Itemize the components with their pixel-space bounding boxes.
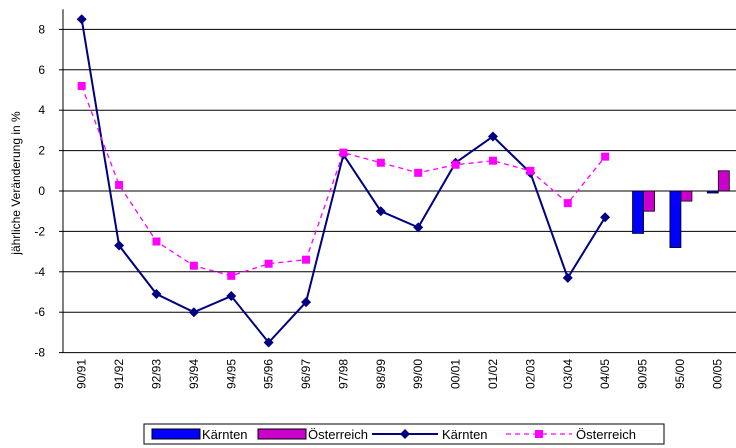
y-axis-label: jährliche Veränderung in %: [9, 111, 23, 256]
data-point: [76, 14, 87, 25]
data-point: [563, 199, 572, 208]
x-tick-label: 01/02: [486, 359, 500, 389]
bar: [680, 190, 693, 202]
data-point: [115, 180, 124, 189]
y-tick-label: 8: [38, 22, 45, 36]
data-point: [302, 255, 311, 264]
y-tick-label: 6: [38, 63, 45, 77]
y-tick-label: 2: [38, 144, 45, 158]
x-tick-label: 04/05: [598, 359, 612, 389]
bar: [717, 170, 730, 192]
data-point: [263, 337, 274, 348]
data-point: [600, 212, 611, 223]
legend-marker: [400, 429, 410, 439]
x-tick-label: 90/91: [75, 359, 89, 389]
x-tick-label: 94/95: [224, 359, 238, 389]
x-tick-label: 95/00: [673, 359, 687, 389]
data-point: [375, 206, 386, 217]
line-series: [76, 14, 611, 348]
x-tick-label: 03/04: [561, 359, 575, 389]
bars: [632, 170, 730, 248]
data-point: [152, 237, 161, 246]
y-tick-label: 0: [38, 184, 45, 198]
legend-label: Österreich: [308, 427, 368, 442]
bar: [632, 190, 644, 234]
data-point: [488, 156, 497, 165]
x-tick-label: 99/00: [411, 359, 425, 389]
data-point: [189, 261, 198, 270]
legend-swatch: [257, 428, 307, 440]
y-tick-label: -6: [34, 305, 45, 319]
data-point: [114, 240, 125, 251]
legend-marker: [535, 430, 543, 438]
x-tick-label: 96/97: [299, 359, 313, 389]
y-tick-label: -4: [34, 265, 45, 279]
data-point: [451, 160, 460, 169]
legend-label: Kärnten: [202, 427, 248, 442]
y-tick-labels: 8 6 4 2 0 -2 -4 -6 -8: [34, 22, 63, 360]
x-tick-label: 02/03: [523, 359, 537, 389]
legend-label: Österreich: [576, 427, 636, 442]
data-point: [188, 307, 199, 318]
data-point: [414, 168, 423, 177]
data-point: [151, 289, 162, 300]
data-point: [526, 166, 535, 175]
data-point: [301, 297, 312, 308]
data-point: [562, 272, 573, 283]
x-tick-label: 98/99: [374, 359, 388, 389]
x-tick-label: 97/98: [336, 359, 350, 389]
x-tick-label: 92/93: [149, 359, 163, 389]
data-point: [264, 259, 273, 268]
data-point: [487, 131, 498, 142]
x-tick-label: 90/95: [636, 359, 650, 389]
data-point: [226, 291, 237, 302]
x-tick-labels: 90/91 91/92 92/93 93/94 94/95 95/96 96/97 97/98…: [75, 359, 725, 389]
data-point: [376, 158, 385, 167]
x-tick-label: 00/01: [449, 359, 463, 389]
legend: Kärnten Österreich Kärnten Österreich: [143, 423, 665, 445]
x-tick-label: 00/05: [710, 359, 724, 389]
legend-swatch: [151, 428, 201, 440]
bar: [669, 190, 682, 248]
data-point: [227, 271, 236, 280]
bar: [643, 190, 655, 212]
series-line: [81, 85, 606, 277]
data-point: [77, 81, 86, 90]
x-tick-label: 95/96: [262, 359, 276, 389]
x-tick-label: 91/92: [112, 359, 126, 389]
gridlines: [63, 28, 736, 354]
data-point: [339, 148, 348, 157]
legend-label: Kärnten: [442, 427, 488, 442]
x-tick-label: 93/94: [187, 359, 201, 389]
data-point: [601, 152, 610, 161]
y-tick-label: -8: [34, 346, 45, 360]
y-tick-label: 4: [38, 103, 45, 117]
bar: [706, 190, 719, 194]
data-point: [413, 222, 424, 233]
y-tick-label: -2: [34, 224, 45, 238]
